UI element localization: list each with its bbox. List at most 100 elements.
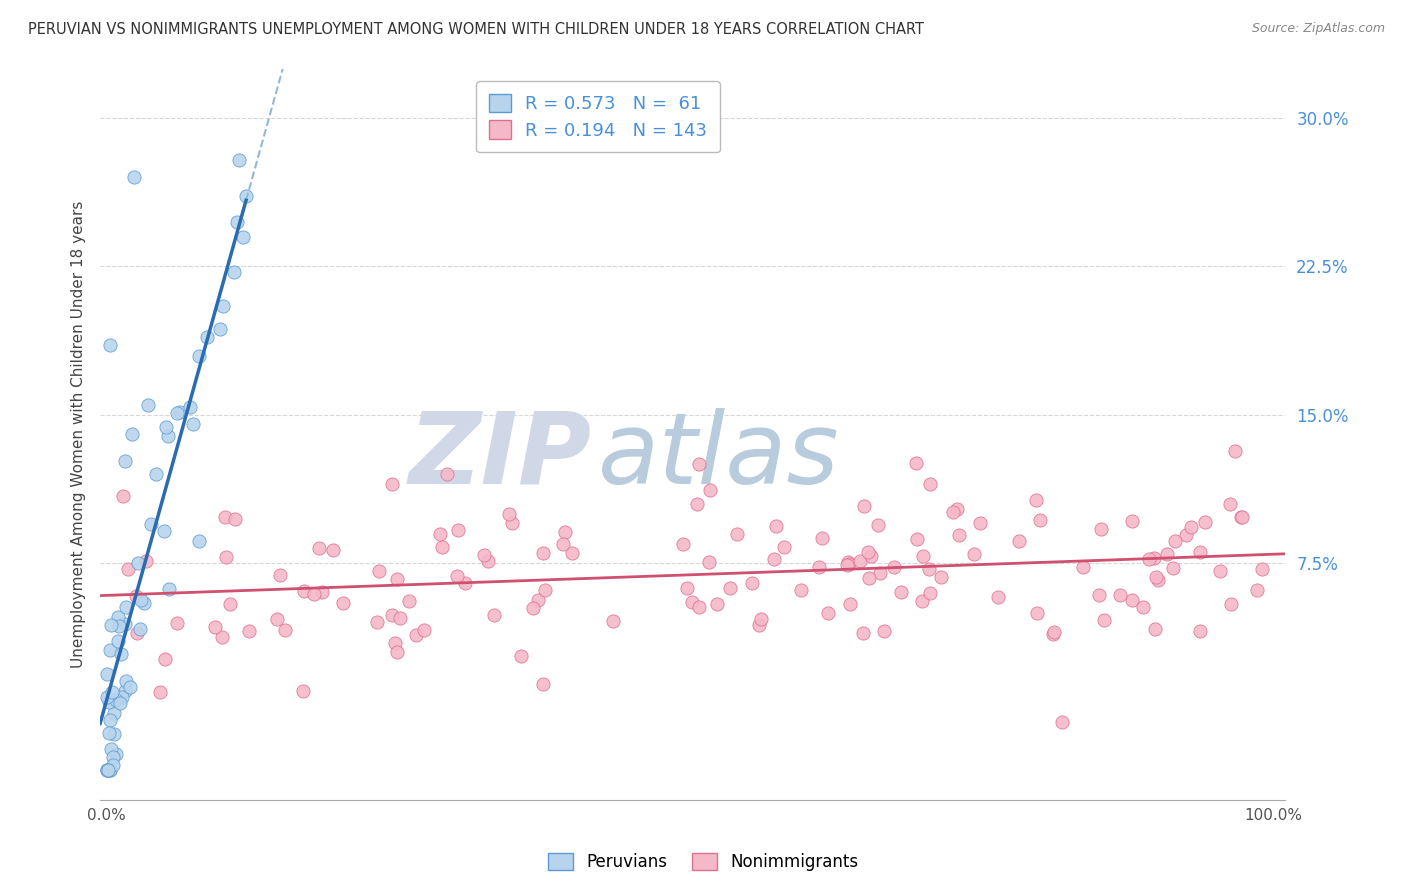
Point [1194, 515, 1216, 529]
Point [104, 747, 127, 761]
Point [132, 596, 155, 610]
Point [929, 570, 952, 584]
Point [963, 547, 986, 561]
Y-axis label: Unemployment Among Women with Children Under 18 years: Unemployment Among Women with Children U… [72, 201, 86, 668]
Text: atlas: atlas [598, 408, 839, 505]
Point [522, 600, 544, 615]
Point [235, 189, 257, 203]
Point [1050, 715, 1073, 730]
Point [103, 706, 125, 720]
Point [1043, 624, 1066, 639]
Point [1092, 613, 1115, 627]
Point [1223, 444, 1246, 458]
Legend: R = 0.573   N =  61, R = 0.194   N = 143: R = 0.573 N = 61, R = 0.194 N = 143 [477, 81, 720, 153]
Point [866, 518, 889, 533]
Point [211, 299, 233, 313]
Point [1025, 492, 1047, 507]
Point [741, 575, 763, 590]
Point [96, 666, 118, 681]
Point [124, 590, 146, 604]
Point [860, 549, 883, 563]
Point [1008, 533, 1031, 548]
Point [789, 582, 811, 597]
Point [430, 541, 453, 555]
Point [1108, 588, 1130, 602]
Point [472, 549, 495, 563]
Point [920, 476, 942, 491]
Point [554, 524, 576, 539]
Point [308, 541, 330, 555]
Point [1143, 622, 1166, 636]
Point [155, 420, 177, 434]
Point [1246, 582, 1268, 597]
Point [103, 758, 125, 772]
Point [153, 652, 176, 666]
Point [112, 489, 135, 503]
Point [115, 600, 138, 615]
Point [838, 558, 860, 572]
Text: Source: ZipAtlas.com: Source: ZipAtlas.com [1251, 22, 1385, 36]
Point [1219, 497, 1241, 511]
Point [413, 623, 436, 637]
Point [121, 427, 143, 442]
Point [157, 582, 180, 596]
Point [381, 607, 404, 622]
Point [405, 628, 427, 642]
Point [145, 467, 167, 482]
Point [204, 620, 226, 634]
Point [869, 566, 891, 580]
Point [873, 624, 896, 638]
Point [128, 622, 150, 636]
Point [1164, 534, 1187, 549]
Point [945, 502, 967, 516]
Point [697, 555, 720, 569]
Point [120, 681, 142, 695]
Point [274, 623, 297, 637]
Point [1209, 564, 1232, 578]
Point [114, 684, 136, 698]
Point [1088, 588, 1111, 602]
Point [269, 567, 291, 582]
Text: PERUVIAN VS NONIMMIGRANTS UNEMPLOYMENT AMONG WOMEN WITH CHILDREN UNDER 18 YEARS : PERUVIAN VS NONIMMIGRANTS UNEMPLOYMENT A… [28, 22, 924, 37]
Point [837, 555, 859, 569]
Point [107, 609, 129, 624]
Point [688, 599, 710, 614]
Point [231, 230, 253, 244]
Point [226, 215, 249, 229]
Point [103, 727, 125, 741]
Point [228, 153, 250, 167]
Point [97, 764, 120, 778]
Point [447, 523, 470, 537]
Point [188, 349, 211, 363]
Legend: Peruvians, Nonimmigrants: Peruvians, Nonimmigrants [540, 845, 866, 880]
Point [905, 456, 928, 470]
Point [96, 764, 118, 778]
Point [918, 561, 941, 575]
Point [561, 545, 583, 559]
Point [429, 527, 451, 541]
Point [763, 552, 786, 566]
Text: ZIP: ZIP [409, 408, 592, 505]
Point [179, 401, 201, 415]
Point [125, 626, 148, 640]
Point [157, 429, 180, 443]
Point [100, 742, 122, 756]
Point [852, 499, 875, 513]
Point [96, 764, 118, 778]
Point [101, 685, 124, 699]
Point [498, 507, 520, 521]
Point [294, 583, 316, 598]
Point [1121, 592, 1143, 607]
Point [681, 594, 703, 608]
Point [166, 406, 188, 420]
Point [858, 571, 880, 585]
Point [398, 594, 420, 608]
Point [292, 683, 315, 698]
Point [1121, 514, 1143, 528]
Point [100, 617, 122, 632]
Point [181, 417, 204, 432]
Point [602, 615, 624, 629]
Point [368, 564, 391, 578]
Point [139, 516, 162, 531]
Point [835, 558, 858, 573]
